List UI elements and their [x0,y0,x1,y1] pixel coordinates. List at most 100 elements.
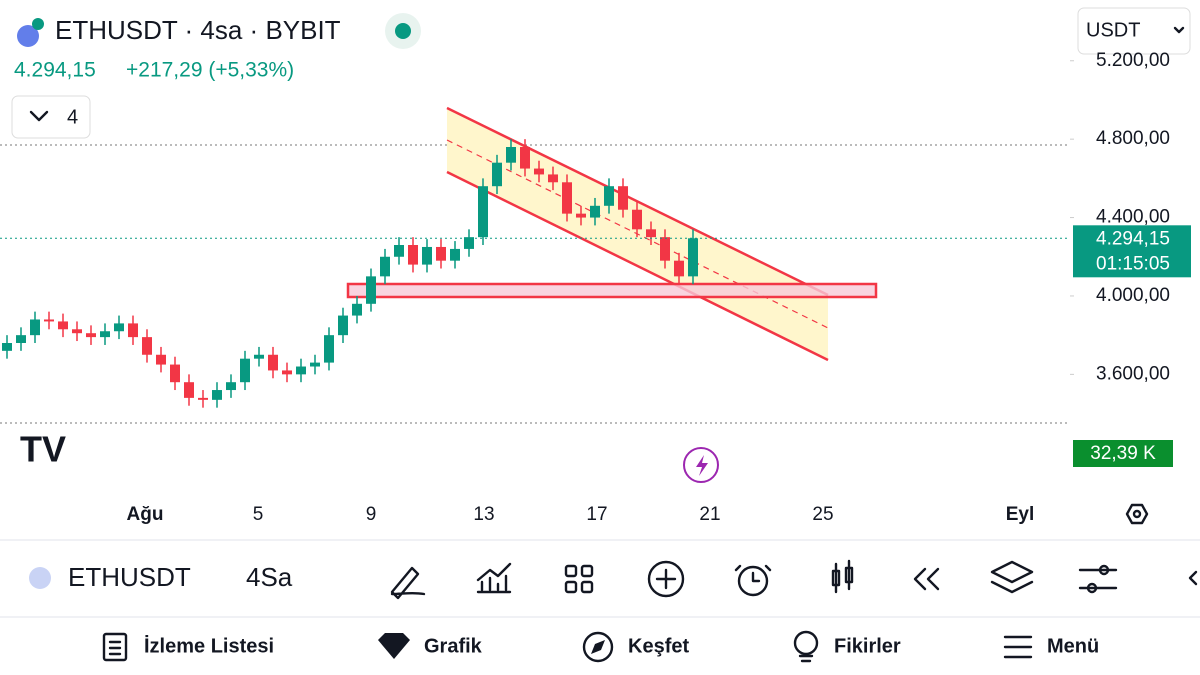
y-tick-label: 4.800,00 [1096,128,1170,149]
candle-body [562,182,572,214]
candle-body [646,229,656,238]
slider-knob [1086,582,1098,594]
candle-body [198,397,208,400]
volume-box [1073,440,1173,467]
candle-body [2,343,12,351]
x-tick-label: 21 [699,504,720,525]
plot [0,60,1074,424]
candle-body [156,354,166,365]
more-arrow[interactable] [1188,570,1198,586]
chart-type-tool[interactable] [831,559,854,594]
x-tick-label: 13 [473,504,494,525]
candle-body [212,390,222,400]
eth-icon [29,567,51,589]
gear [1125,503,1149,525]
candle-body [338,315,348,336]
currency: USDT [1086,19,1140,41]
y-tick-label: 4.400,00 [1096,207,1170,228]
indicators-tool[interactable] [476,562,512,594]
candle-body [254,354,264,359]
y-tick-label: 5.200,00 [1096,50,1170,71]
nav-item[interactable]: Fikirler [834,635,901,657]
layout-tool[interactable] [564,564,594,594]
explore-needle [591,640,605,654]
candle-body [296,366,306,375]
last-price-box [1073,225,1191,278]
y-tick-label: 4.000,00 [1096,285,1170,306]
candle-body [352,303,362,316]
candle-body [128,323,138,338]
channel-line [446,170,829,362]
x-tick-label: Eyl [1006,504,1035,525]
candle-body [450,248,460,261]
settings-tool[interactable] [1078,568,1118,590]
candle-body [604,186,614,206]
x-tick-label: 25 [812,504,833,525]
candle-body [44,319,54,322]
nav-item[interactable]: Grafik [424,635,483,657]
eth-icon [17,25,39,47]
support-zone [346,282,878,299]
nav-item[interactable]: Menü [1047,635,1099,657]
candle-body [366,276,376,304]
ideas-base [798,654,814,663]
x-tick-label: 5 [253,504,264,525]
last-price-label: 4.294,15 [1096,228,1170,249]
candle-body [86,333,96,338]
header: ETHUSDT · 4sa · BYBIT 4.294,15 +217,29 (… [11,7,1191,139]
candle-body [72,329,82,334]
candle-body [184,382,194,398]
candle-body [674,260,684,277]
watchlist-icon [102,632,128,662]
layers-tool[interactable] [990,560,1034,594]
candle-body [632,209,642,230]
add-tool[interactable] [647,560,685,598]
nav-item[interactable]: İzleme Listesi [144,634,274,657]
candle-body [100,331,110,338]
candle-body [660,237,670,261]
chart-icon [378,633,410,659]
chevron [29,110,49,122]
flash-icon [696,455,708,476]
candle-body [576,213,586,218]
candle-body [58,321,68,330]
candle-body [170,364,180,383]
candle-body [520,147,530,169]
watchlist-lines [108,640,122,656]
candle-body [240,358,250,383]
replay-tool[interactable] [913,567,940,591]
candle-body [142,337,152,355]
x-tick-label: 17 [586,504,607,525]
candle-body [422,246,432,265]
x-tick-label: 9 [366,504,377,525]
status-dot [395,23,411,39]
candle-body [380,256,390,277]
alert-tool[interactable] [734,564,772,597]
candle-body [408,245,418,265]
currency-select[interactable] [1077,7,1191,55]
chevron [1173,26,1185,34]
toolbar-interval[interactable]: 4Sa [246,562,293,592]
toolbar: ETHUSDT 4Sa [29,559,1198,600]
tv-logo: TV [20,429,66,470]
toolbar-symbol[interactable]: ETHUSDT [68,562,191,592]
candle-body [310,362,320,367]
nav-item[interactable]: Keşfet [628,635,689,657]
draw-tool[interactable] [390,566,426,600]
candle-body [548,174,558,183]
volume-label: 32,39 K [1090,443,1156,464]
change: +217,29 (+5,33%) [126,59,294,82]
indicator-toggle[interactable] [11,95,91,139]
candle-body [324,335,334,363]
ideas-icon [793,630,819,656]
exchange-icon [32,18,44,30]
candle-body [534,168,544,175]
candle-body [464,237,474,249]
countdown: 01:15:05 [1096,253,1170,274]
slider-knob [1098,564,1110,576]
settings[interactable] [1125,503,1149,525]
candle-body [394,245,404,257]
explore-icon [582,631,614,663]
price: 4.294,15 [14,59,96,82]
